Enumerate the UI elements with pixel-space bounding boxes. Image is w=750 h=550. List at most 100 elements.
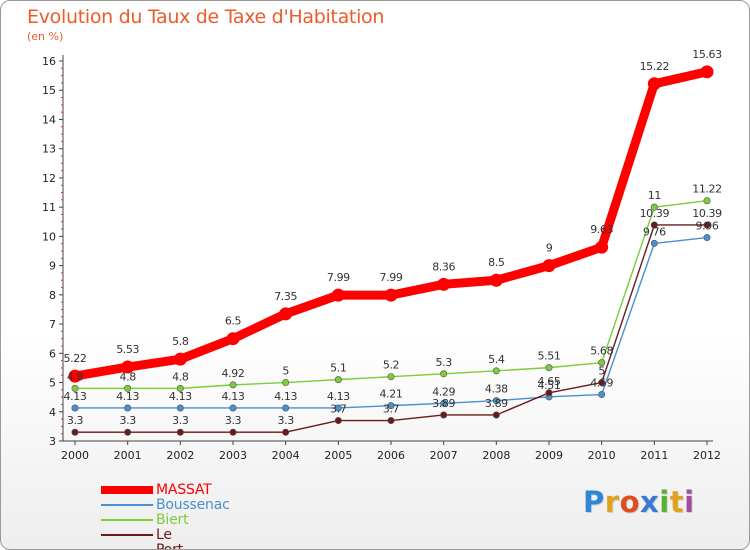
data-point — [176, 384, 184, 392]
data-point — [334, 376, 342, 384]
data-label: 4.51 — [538, 379, 561, 392]
data-point — [598, 379, 606, 387]
data-point — [489, 273, 503, 287]
x-tick-label: 2005 — [324, 449, 352, 462]
data-point — [387, 373, 395, 381]
y-tick-label: 16 — [42, 55, 56, 68]
data-point — [334, 404, 342, 412]
data-label: 5 — [598, 365, 605, 378]
data-point — [176, 428, 184, 436]
data-label: 5.51 — [538, 350, 561, 363]
data-label: 15.63 — [692, 48, 722, 61]
data-label: 4.8 — [172, 370, 189, 383]
data-label: 4.13 — [274, 390, 297, 403]
x-tick-label: 2007 — [430, 449, 458, 462]
x-tick-label: 2002 — [166, 449, 194, 462]
data-label: 8.5 — [488, 256, 505, 269]
y-tick-label: 11 — [42, 201, 56, 214]
data-label: 5.1 — [330, 362, 346, 375]
data-point — [282, 404, 290, 412]
data-label: 5.8 — [172, 335, 189, 348]
data-label: 9 — [546, 242, 553, 255]
data-label: 4.29 — [432, 385, 455, 398]
data-point — [226, 332, 240, 346]
data-point — [124, 404, 132, 412]
data-point — [492, 367, 500, 375]
data-point — [124, 384, 132, 392]
data-point — [545, 389, 553, 397]
data-point — [440, 370, 448, 378]
data-label: 5.3 — [436, 356, 453, 369]
data-point — [703, 234, 711, 242]
data-point — [176, 404, 184, 412]
x-tick-label: 2001 — [114, 449, 142, 462]
data-point — [71, 404, 79, 412]
chart-title: Evolution du Taux de Taxe d'Habitation — [27, 6, 385, 28]
data-point — [387, 402, 395, 410]
y-tick-label: 15 — [42, 84, 56, 97]
data-point — [282, 379, 290, 387]
data-label: 4.21 — [380, 388, 403, 401]
data-point — [229, 381, 237, 389]
x-tick-label: 2003 — [219, 449, 247, 462]
data-label: 10.39 — [640, 207, 670, 220]
y-tick-label: 7 — [49, 318, 56, 331]
data-point — [229, 404, 237, 412]
legend-swatch — [101, 486, 153, 494]
data-point — [650, 221, 658, 229]
data-label: 5.68 — [590, 345, 613, 358]
data-point — [598, 391, 606, 399]
data-point — [334, 417, 342, 425]
data-label: 7.35 — [274, 290, 297, 303]
data-point — [703, 221, 711, 229]
data-label: 4.13 — [169, 390, 192, 403]
data-point — [492, 411, 500, 419]
x-tick-label: 2009 — [535, 449, 563, 462]
data-label: 3.3 — [278, 414, 295, 427]
data-point — [650, 239, 658, 247]
data-point — [542, 259, 556, 273]
data-point — [124, 428, 132, 436]
data-label: 3.7 — [330, 403, 347, 416]
legend-label: MASSAT — [156, 482, 212, 498]
data-label: 5.22 — [64, 352, 87, 365]
data-label: 4.8 — [67, 370, 84, 383]
data-label: 9.76 — [643, 225, 666, 238]
data-label: 9.63 — [590, 223, 613, 236]
data-label: 4.13 — [64, 390, 87, 403]
data-point — [229, 428, 237, 436]
y-tick-label: 10 — [42, 230, 56, 243]
data-label: 4.13 — [116, 390, 139, 403]
data-label: 4.92 — [222, 367, 245, 380]
data-label: 3.3 — [67, 414, 84, 427]
legend-swatch — [101, 519, 153, 521]
y-tick-label: 6 — [49, 347, 56, 360]
data-point — [121, 360, 135, 374]
y-tick-label: 4 — [49, 406, 56, 419]
legend-label: Le Port — [156, 527, 183, 550]
data-label: 4.13 — [327, 390, 350, 403]
data-label: 6.5 — [225, 315, 242, 328]
data-label: 3.89 — [432, 397, 455, 410]
data-point — [595, 240, 609, 254]
legend-label: Boussenac — [156, 497, 230, 513]
y-tick-label: 5 — [49, 377, 56, 390]
data-point — [647, 77, 661, 91]
x-tick-label: 2008 — [482, 449, 510, 462]
data-label: 3.3 — [225, 414, 242, 427]
data-point — [279, 307, 293, 321]
x-tick-label: 2000 — [61, 449, 89, 462]
data-label: 5.53 — [116, 343, 139, 356]
data-label: 9.96 — [696, 220, 719, 233]
data-label: 4.38 — [485, 383, 508, 396]
data-label: 8.36 — [432, 260, 455, 273]
chart-unit-label: (en %) — [27, 30, 64, 43]
y-tick-label: 3 — [49, 435, 56, 448]
x-tick-label: 2011 — [640, 449, 668, 462]
data-label: 4.65 — [538, 375, 561, 388]
data-point — [282, 428, 290, 436]
data-label: 3.89 — [485, 397, 508, 410]
data-label: 4.59 — [590, 377, 613, 390]
data-point — [598, 359, 606, 367]
x-tick-label: 2010 — [588, 449, 616, 462]
